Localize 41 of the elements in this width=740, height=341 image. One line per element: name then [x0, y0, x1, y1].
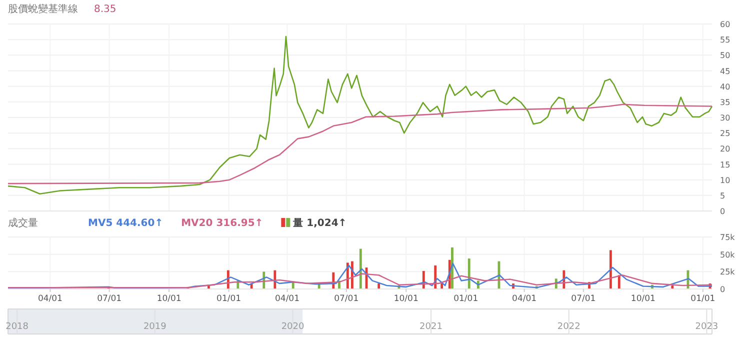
x2-tick-label: 2021 [420, 322, 442, 332]
y-tick-label: 35 [720, 98, 730, 107]
y-tick-label: 0 [720, 285, 726, 294]
y-tick-label: 15 [720, 160, 730, 170]
y-tick-label: 50 [720, 51, 730, 60]
y-tick-label: 40 [720, 82, 730, 92]
text: 8.35 [94, 4, 116, 15]
x2-tick-label: 2019 [143, 322, 167, 332]
x-tick-label: 10/01 [630, 294, 656, 304]
y-tick-label: 25 [720, 129, 730, 138]
y-tick-label: 5 [720, 191, 726, 200]
y-tick-label: 20 [720, 144, 730, 154]
chart-title: 股價蛻變基準線 [8, 3, 78, 15]
x-tick-label: 04/01 [275, 294, 300, 304]
x-tick-label: 01/01 [216, 294, 242, 304]
y-tick-label: 10 [720, 176, 730, 185]
y-tick-label: 75k [720, 233, 736, 242]
y-tick-label: 45 [720, 66, 730, 76]
x-tick-label: 07/01 [334, 294, 359, 304]
text: MV20 316.95↑ [181, 218, 264, 229]
x-tick-label: 01/01 [690, 294, 716, 304]
y-tick-label: 50k [720, 250, 736, 260]
y-tick-label: 30 [720, 114, 730, 122]
x2-tick-label: 2020 [281, 322, 304, 332]
x-tick-label: 01/01 [454, 294, 478, 304]
legend-title: 成交量 [8, 217, 38, 229]
x-tick-label: 04/01 [38, 294, 62, 304]
x-tick-label: 04/01 [512, 294, 537, 304]
y-tick-label: 55 [720, 36, 730, 45]
legend-label: 量 1,024↑ [292, 217, 347, 229]
y-tick-label: 0 [720, 207, 726, 216]
x2-tick-label: 2022 [557, 322, 580, 332]
y-tick-label: 25k [720, 268, 736, 277]
x-tick-label: 07/01 [97, 294, 122, 304]
x2-tick-label: 2018 [6, 322, 29, 332]
x-tick-label: 10/01 [394, 294, 418, 304]
text: MV5 444.60↑ [88, 218, 164, 229]
x-tick-label: 07/01 [571, 294, 596, 304]
y-tick-label: 60 [720, 20, 730, 29]
x-tick-label: 10/01 [156, 294, 182, 304]
x2-tick-label: 2023 [695, 322, 718, 332]
